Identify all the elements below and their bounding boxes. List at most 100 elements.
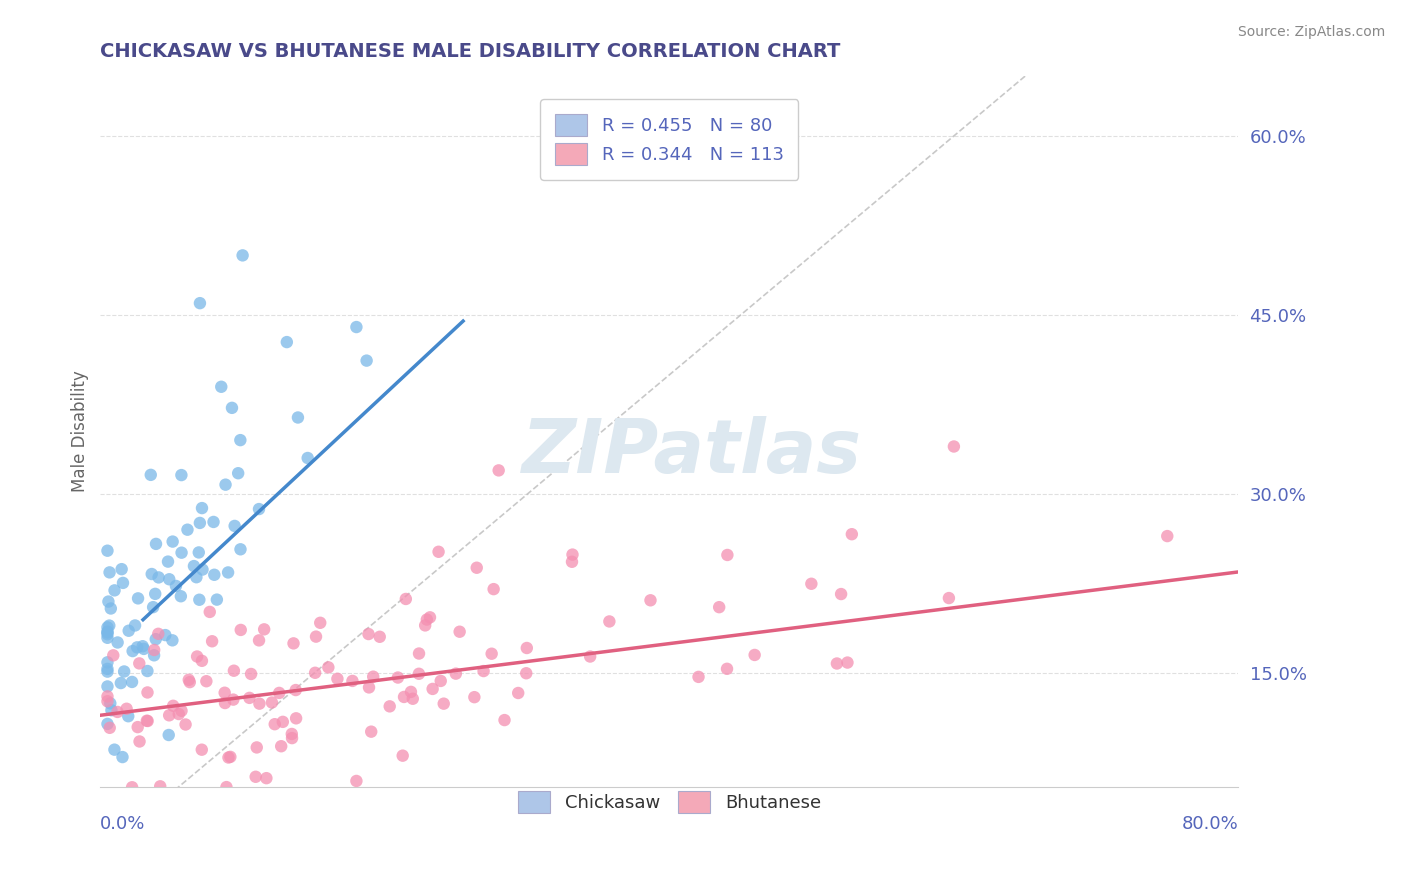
- Point: [240, 667, 263, 681]
- Point: [205, 592, 228, 607]
- Point: [219, 750, 242, 764]
- Point: [118, 624, 141, 638]
- Point: [136, 714, 159, 728]
- Point: [263, 717, 285, 731]
- Point: [202, 515, 225, 529]
- Point: [143, 648, 166, 663]
- Point: [96, 620, 118, 634]
- Point: [402, 691, 425, 706]
- Point: [318, 660, 340, 674]
- Point: [472, 664, 495, 678]
- Point: [285, 711, 308, 725]
- Point: [238, 690, 260, 705]
- Point: [361, 670, 384, 684]
- Point: [96, 662, 118, 676]
- Point: [145, 632, 167, 647]
- Point: [96, 627, 118, 641]
- Point: [149, 780, 172, 794]
- Point: [188, 592, 211, 607]
- Point: [215, 780, 238, 794]
- Point: [224, 519, 246, 533]
- Point: [214, 696, 236, 710]
- Point: [561, 548, 583, 562]
- Point: [221, 401, 243, 415]
- Point: [837, 656, 859, 670]
- Point: [143, 643, 166, 657]
- Point: [395, 591, 418, 606]
- Point: [188, 296, 211, 310]
- Point: [96, 717, 118, 731]
- Point: [416, 613, 439, 627]
- Point: [247, 502, 270, 516]
- Point: [378, 699, 401, 714]
- Point: [96, 656, 118, 670]
- Point: [103, 742, 125, 756]
- Point: [157, 572, 180, 586]
- Point: [408, 666, 430, 681]
- Point: [121, 675, 143, 690]
- Point: [188, 516, 211, 530]
- Point: [422, 681, 444, 696]
- Point: [344, 774, 367, 789]
- Point: [245, 770, 267, 784]
- Point: [103, 648, 125, 663]
- Point: [271, 714, 294, 729]
- Point: [408, 647, 430, 661]
- Point: [128, 734, 150, 748]
- Point: [482, 582, 505, 596]
- Point: [186, 649, 208, 664]
- Point: [830, 587, 852, 601]
- Point: [419, 610, 441, 624]
- Point: [284, 683, 307, 698]
- Point: [100, 601, 122, 615]
- Point: [187, 545, 209, 559]
- Point: [399, 685, 422, 699]
- Point: [357, 681, 380, 695]
- Point: [98, 618, 121, 632]
- Point: [229, 542, 252, 557]
- Y-axis label: Male Disability: Male Disability: [72, 371, 89, 492]
- Point: [249, 697, 271, 711]
- Point: [217, 566, 239, 580]
- Point: [179, 675, 201, 690]
- Point: [96, 694, 118, 708]
- Point: [387, 671, 409, 685]
- Point: [201, 634, 224, 648]
- Point: [107, 635, 129, 649]
- Point: [360, 724, 382, 739]
- Point: [222, 664, 245, 678]
- Point: [202, 567, 225, 582]
- Point: [96, 625, 118, 640]
- Text: ZIPatlas: ZIPatlas: [522, 417, 862, 490]
- Point: [96, 665, 118, 679]
- Point: [508, 686, 530, 700]
- Point: [342, 673, 364, 688]
- Point: [515, 666, 537, 681]
- Point: [170, 468, 193, 483]
- Point: [254, 771, 277, 785]
- Point: [128, 657, 150, 671]
- Point: [186, 570, 208, 584]
- Point: [283, 636, 305, 650]
- Point: [260, 696, 283, 710]
- Point: [115, 702, 138, 716]
- Point: [222, 692, 245, 706]
- Point: [156, 555, 179, 569]
- Legend: Chickasaw, Bhutanese: Chickasaw, Bhutanese: [503, 777, 835, 828]
- Point: [111, 750, 134, 764]
- Point: [305, 630, 328, 644]
- Point: [121, 644, 143, 658]
- Point: [433, 697, 456, 711]
- Point: [98, 721, 121, 735]
- Point: [938, 591, 960, 605]
- Text: CHICKASAW VS BHUTANESE MALE DISABILITY CORRELATION CHART: CHICKASAW VS BHUTANESE MALE DISABILITY C…: [100, 42, 841, 61]
- Point: [141, 567, 163, 582]
- Point: [111, 575, 134, 590]
- Point: [481, 647, 503, 661]
- Point: [309, 615, 332, 630]
- Point: [270, 739, 292, 754]
- Point: [195, 674, 218, 689]
- Point: [170, 704, 193, 718]
- Point: [368, 630, 391, 644]
- Point: [97, 594, 120, 608]
